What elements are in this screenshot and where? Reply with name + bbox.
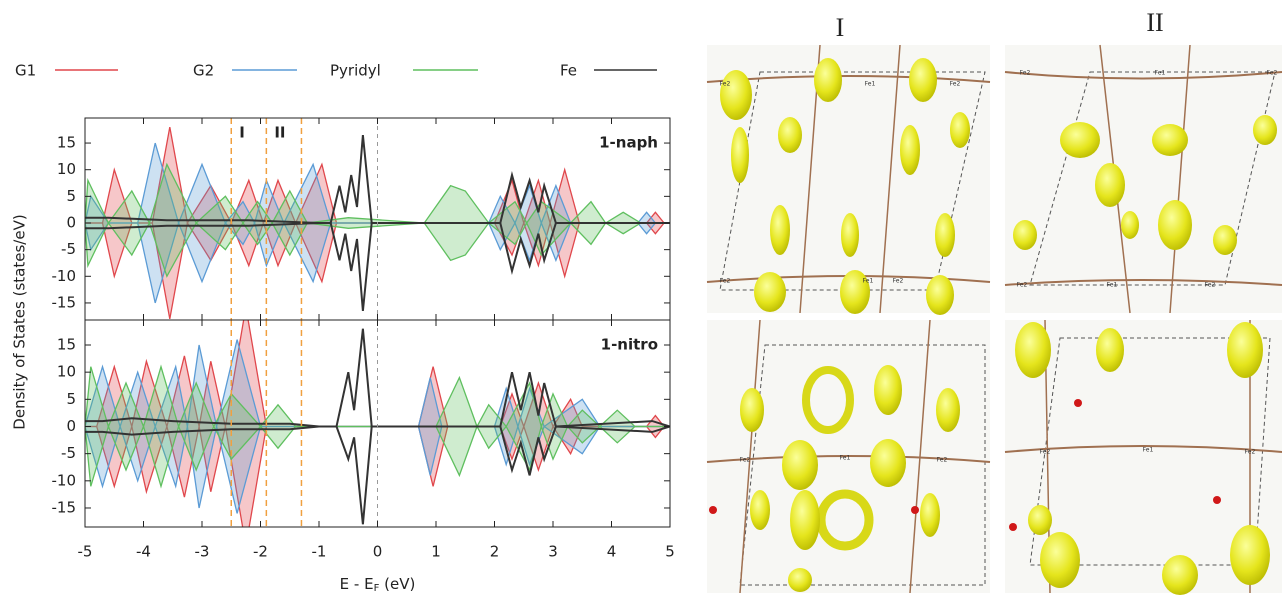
y-tick-label: 10 bbox=[57, 363, 76, 381]
line bbox=[85, 162, 670, 225]
state-label: II bbox=[274, 124, 285, 142]
x-tick-label: 2 bbox=[490, 543, 500, 561]
legend-label: Fe bbox=[560, 62, 577, 80]
atom-label: Fe2 bbox=[720, 278, 731, 285]
atom-label: Fe1 bbox=[865, 81, 876, 88]
line bbox=[85, 222, 670, 311]
y-axis-label: Density of States (states/eV) bbox=[11, 214, 29, 429]
line bbox=[85, 221, 670, 278]
state-label: I bbox=[239, 124, 245, 142]
x-tick-label: 3 bbox=[548, 543, 558, 561]
x-tick-label: -1 bbox=[312, 543, 327, 561]
atom-label: Fe2 bbox=[937, 457, 948, 464]
y-tick-label: -5 bbox=[61, 444, 76, 462]
atom-label: Fe2 bbox=[1267, 70, 1278, 77]
atom-label: Fe1 bbox=[840, 455, 851, 462]
area bbox=[85, 320, 670, 427]
atom-label: Fe2 bbox=[893, 278, 904, 285]
line bbox=[85, 126, 670, 226]
y-tick-label: -10 bbox=[52, 267, 77, 285]
x-tick-label: -3 bbox=[195, 543, 210, 561]
panel-title: 1-nitro bbox=[601, 336, 658, 354]
isosurfaces bbox=[720, 58, 1277, 595]
y-tick-label: -15 bbox=[52, 293, 77, 311]
atom-label: Fe2 bbox=[1017, 282, 1028, 289]
area bbox=[85, 222, 670, 277]
atom-label: Fe1 bbox=[863, 278, 874, 285]
atom-label: Fe2 bbox=[740, 457, 751, 464]
y-tick-label: 5 bbox=[66, 390, 76, 408]
atom-label: Fe1 bbox=[1107, 282, 1118, 289]
y-tick-label: 15 bbox=[57, 335, 76, 353]
oxygen-atoms bbox=[709, 399, 1221, 531]
atom-label: Fe1 bbox=[1155, 70, 1166, 77]
y-tick-label: -10 bbox=[52, 471, 77, 489]
legend-label: Pyridyl bbox=[330, 62, 381, 80]
structure-images bbox=[706, 44, 1282, 595]
atom-label: Fe2 bbox=[720, 81, 731, 88]
atom-label: Fe2 bbox=[1245, 449, 1256, 456]
x-tick-label: 0 bbox=[373, 543, 383, 561]
atom-label: Fe2 bbox=[1205, 282, 1216, 289]
x-tick-label: 1 bbox=[431, 543, 441, 561]
x-tick-label: -5 bbox=[78, 543, 93, 561]
y-tick-label: 5 bbox=[66, 187, 76, 205]
y-tick-label: 15 bbox=[57, 134, 76, 152]
column-header: I bbox=[836, 13, 845, 42]
y-tick-label: 10 bbox=[57, 160, 76, 178]
column-header: II bbox=[1146, 8, 1163, 37]
area bbox=[85, 222, 670, 303]
image-panel bbox=[1005, 45, 1282, 313]
line bbox=[85, 425, 670, 525]
x-tick-label: -2 bbox=[253, 543, 268, 561]
x-axis-label-part: E - E bbox=[340, 575, 374, 593]
atom-label: Fe2 bbox=[950, 81, 961, 88]
x-axis-label: E - EF (eV) bbox=[340, 575, 416, 595]
line bbox=[85, 135, 670, 224]
x-tick-label: 5 bbox=[665, 543, 675, 561]
atom-label: Fe2 bbox=[1020, 70, 1031, 77]
area bbox=[85, 143, 670, 223]
legend-label: G2 bbox=[193, 62, 214, 80]
line bbox=[85, 328, 670, 428]
panel-title: 1-naph bbox=[599, 134, 658, 152]
y-tick-label: -15 bbox=[52, 498, 77, 516]
y-tick-label: 0 bbox=[66, 213, 76, 231]
x-axis-label-part: F bbox=[374, 583, 380, 594]
x-axis-label-part: (eV) bbox=[379, 575, 415, 593]
y-tick-label: -5 bbox=[61, 240, 76, 258]
atom-label: Fe1 bbox=[1143, 447, 1154, 454]
area bbox=[85, 426, 670, 514]
image-panel bbox=[707, 45, 990, 313]
y-tick-label: 0 bbox=[66, 417, 76, 435]
x-tick-label: -4 bbox=[136, 543, 151, 561]
legend-label: G1 bbox=[15, 62, 36, 80]
atom-label: Fe2 bbox=[1040, 449, 1051, 456]
x-tick-label: 4 bbox=[607, 543, 617, 561]
